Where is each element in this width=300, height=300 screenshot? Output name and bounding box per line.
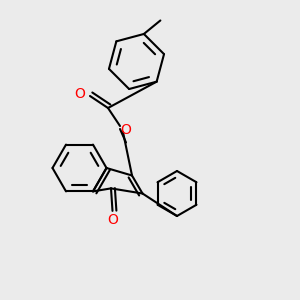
Text: O: O: [74, 88, 85, 101]
Text: O: O: [107, 213, 118, 227]
Text: O: O: [121, 124, 131, 137]
